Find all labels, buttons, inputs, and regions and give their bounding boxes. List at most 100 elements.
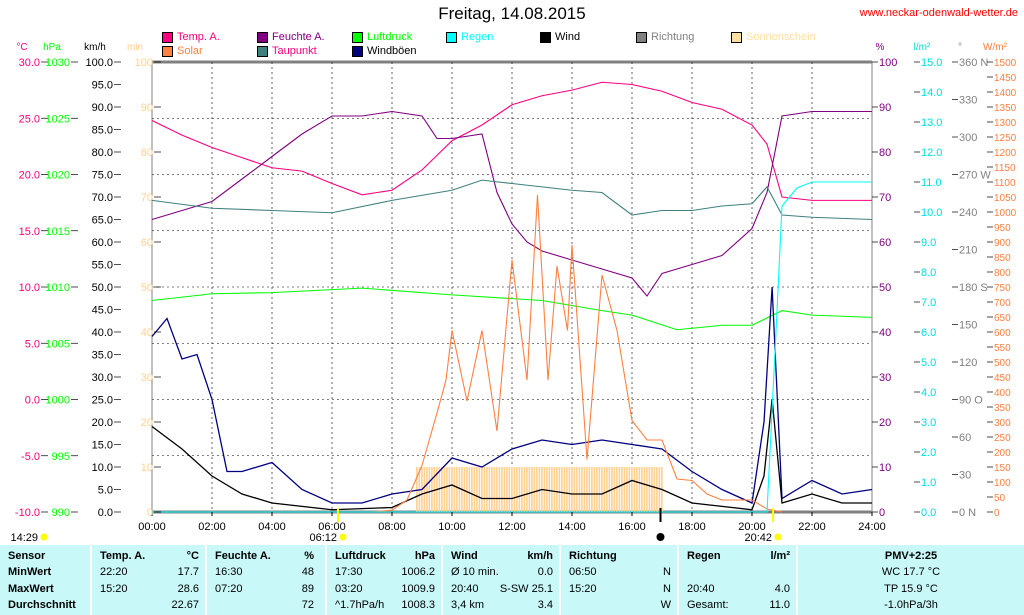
table-cell: 3,4 km	[451, 599, 485, 611]
axis-label-direction: 60	[959, 432, 971, 444]
axis-label-solar: 450	[994, 373, 1011, 384]
legend-item: Regen	[446, 31, 493, 43]
table-cell: 72	[301, 599, 314, 611]
axis-label-solar: 1350	[994, 103, 1017, 114]
axis-label-wind: 70.0	[92, 192, 113, 204]
axis-label-rain: 13.0	[921, 117, 942, 129]
axis-label-wind: 90.0	[92, 102, 113, 114]
axis-label-rain: 8.0	[921, 267, 936, 279]
table-cell: MinWert	[8, 566, 52, 578]
axis-label-solar: 1400	[994, 88, 1017, 99]
table-cell: PMV+2:25	[884, 550, 938, 562]
table-cell: Wind	[451, 550, 478, 562]
table-cell: 06:50	[569, 566, 597, 578]
axis-label-humidity: 20	[879, 417, 891, 429]
table-cell: Feuchte A.	[215, 550, 271, 562]
axis-label-wind: 100.0	[85, 57, 113, 69]
table-cell: WC 17.7 °C	[881, 566, 941, 578]
site-url[interactable]: www.neckar-odenwald-wetter.de	[859, 7, 1018, 19]
table-cell: 0.0	[537, 566, 553, 578]
axis-unit-rain: l/m²	[914, 42, 931, 53]
axis-label-wind: 40.0	[92, 327, 113, 339]
legend-label: Richtung	[651, 31, 695, 43]
axis-label-direction: 150	[959, 320, 977, 332]
axis-label-wind: 50.0	[92, 282, 113, 294]
legend-swatch	[162, 31, 173, 43]
axis-label-rain: 2.0	[921, 447, 936, 459]
axis-label-wind: 95.0	[92, 80, 113, 92]
x-tick-label: 20:00	[738, 521, 766, 533]
axis-label-solar: 1100	[994, 178, 1016, 189]
axis-label-rain: 5.0	[921, 357, 936, 369]
axis-label-temp: 5.0	[25, 338, 40, 350]
axis-label-rain: 10.0	[921, 207, 942, 219]
axis-label-solar: 900	[994, 238, 1011, 249]
table-cell: 20:40	[687, 583, 715, 595]
table-cell: Luftdruck	[335, 550, 386, 562]
axis-label-solar: 550	[994, 343, 1011, 354]
axis-label-temp: -10.0	[15, 507, 40, 519]
axis-label-humidity: 50	[879, 282, 891, 294]
legend-item: Feuchte A.	[257, 31, 325, 43]
axis-label-solar: 500	[994, 358, 1011, 369]
table-cell: hPa	[414, 550, 435, 562]
axis-label-direction: 30	[959, 470, 971, 482]
axis-label-sun: 60	[141, 237, 153, 249]
table-column: Wind km/h Ø 10 min. 0.0 20:40 S-SW 25.1 3,4 km…	[441, 545, 559, 615]
series-windböen	[151, 286, 873, 504]
legend-swatch	[162, 45, 173, 57]
table-cell: 11.0	[769, 599, 790, 611]
table-cell: 4.0	[774, 583, 790, 595]
axis-label-direction: 360 N	[959, 57, 988, 69]
legend-label: Sonnenschein	[746, 31, 816, 43]
axis-label-solar: 1050	[994, 193, 1017, 204]
axis-label-solar: 600	[994, 328, 1011, 339]
x-tick-label: 22:00	[798, 521, 826, 533]
axis-label-solar: 0	[994, 508, 1000, 519]
legend-item: Richtung	[636, 31, 694, 43]
axis-label-sun: 30	[141, 372, 153, 384]
axis-label-sun: 10	[141, 462, 153, 474]
axis-label-wind: 80.0	[92, 147, 113, 159]
axis-label-wind: 0.0	[98, 507, 113, 519]
axis-label-pressure: 995	[52, 451, 70, 463]
axis-label-direction: 300	[959, 132, 977, 144]
axis-label-direction: 180 S	[959, 282, 988, 294]
axis-label-rain: 1.0	[921, 477, 936, 489]
x-tick-label: 00:00	[138, 521, 166, 533]
time-marker-sunset: 20:42	[744, 532, 772, 544]
sun-icon	[40, 533, 48, 541]
legend-item: Taupunkt	[257, 45, 317, 57]
stats-table: Sensor MinWert MaxWert Durchschnitt Temp. A.…	[0, 545, 1024, 615]
axis-label-pressure: 1020	[46, 170, 70, 182]
axis-unit-humidity: %	[876, 42, 885, 53]
axis-label-solar: 100	[994, 478, 1011, 489]
table-cell: 1006.2	[401, 566, 435, 578]
axis-label-solar: 300	[994, 418, 1011, 429]
series-feuchte-a-	[151, 110, 872, 297]
weather-chart: 00:00 02:00 04:00 06:00 08:00 10:00 12:00 14:00…	[10, 42, 1017, 544]
axis-label-wind: 15.0	[92, 440, 113, 452]
axis-label-solar: 200	[994, 448, 1011, 459]
axis-label-temp: -5.0	[21, 451, 40, 463]
axis-label-direction: 120	[959, 357, 977, 369]
axis-label-pressure: 1030	[46, 57, 70, 69]
axis-label-solar: 1200	[994, 148, 1017, 159]
table-cell: 17.7	[177, 566, 199, 578]
table-cell: 03:20	[335, 583, 363, 595]
axis-label-wind: 5.0	[98, 485, 113, 497]
table-cell: 20:40	[451, 583, 479, 595]
legend-swatch	[636, 31, 647, 43]
legend-item: Solar	[162, 45, 203, 57]
axis-label-wind: 75.0	[92, 170, 113, 182]
table-cell: Temp. A.	[100, 550, 146, 562]
table-cell: Sensor	[8, 550, 46, 562]
axis-label-sun: 20	[141, 417, 153, 429]
axis-label-solar: 1000	[994, 208, 1017, 219]
chart-title: Freitag, 14.08.2015	[438, 4, 586, 23]
axis-label-pressure: 1025	[46, 113, 70, 125]
axis-label-sun: 90	[141, 102, 153, 114]
table-cell: 22:20	[100, 566, 128, 578]
axis-label-sun: 0	[147, 507, 153, 519]
series-temp-a-	[151, 81, 872, 201]
